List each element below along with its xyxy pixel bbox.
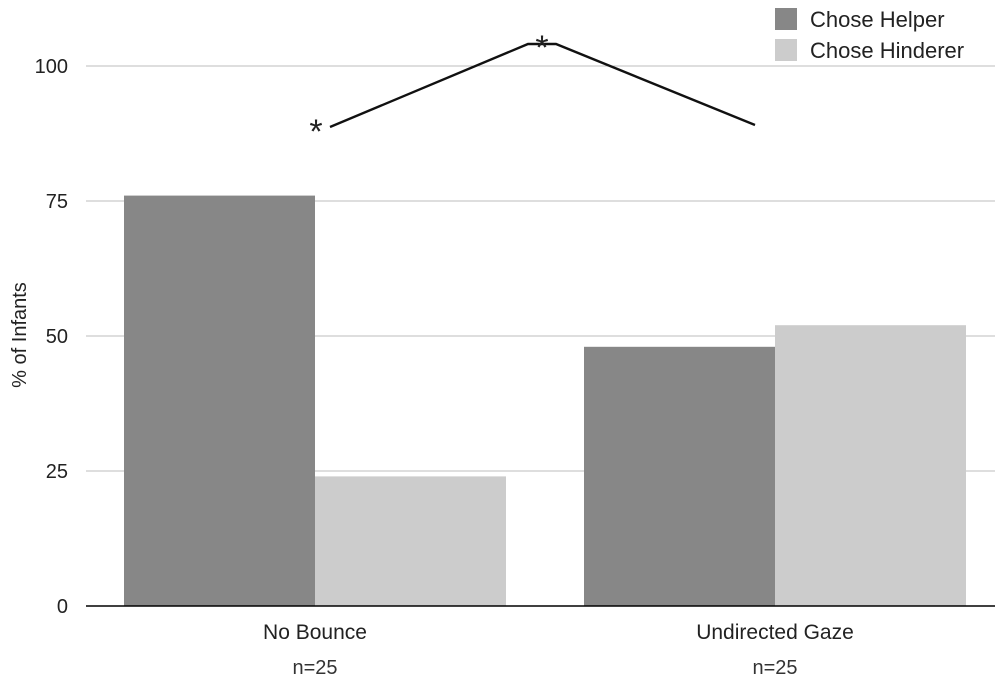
bar-undirected-gaze-chose-helper [584,346,775,606]
legend-swatch-1 [775,39,797,61]
significance-asterisk-2: * [535,29,548,67]
y-tick-label-0: 0 [57,596,68,618]
y-tick-label-100: 100 [35,56,68,78]
legend-swatch-0 [775,8,797,30]
legend-label-1: Chose Hinderer [810,38,964,63]
bar-no-bounce-chose-helper [124,195,315,606]
significance-asterisk-1: * [309,113,322,151]
significance-line [329,42,756,129]
y-tick-label-25: 25 [46,461,68,483]
y-tick-label-50: 50 [46,326,68,348]
sample-size-label-1: n=25 [752,657,797,679]
x-category-label-no-bounce: No Bounce [263,621,367,644]
bars [124,195,966,606]
x-category-label-undirected-gaze: Undirected Gaze [696,621,854,644]
legend: Chose Helper Chose Hinderer [775,7,964,63]
significance-annotation: ** [309,29,756,151]
bar-no-bounce-chose-hinderer [315,476,506,606]
axes: 0 25 50 75 100 No Bounce n=25 Undirected Gaze n=… [35,56,995,679]
y-tick-label-75: 75 [46,191,68,213]
bar-undirected-gaze-chose-hinderer [775,325,966,606]
legend-label-0: Chose Helper [810,7,945,32]
sample-size-label-0: n=25 [292,657,337,679]
y-axis-label: % of Infants [9,282,31,388]
